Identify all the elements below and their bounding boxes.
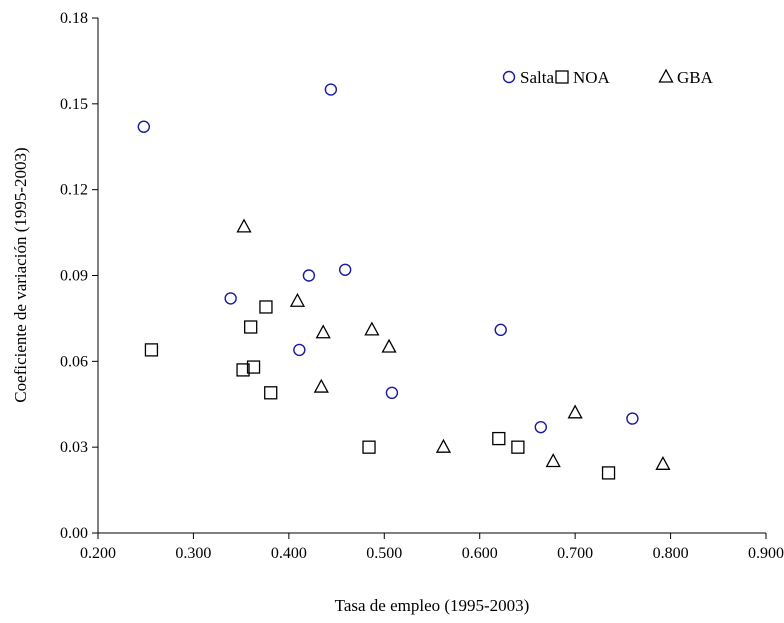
- point-gba: [545, 453, 561, 468]
- y-tick-label: 0.18: [60, 10, 88, 27]
- point-gba: [289, 292, 306, 307]
- y-tick-label: 0.15: [60, 96, 88, 113]
- y-tick-label: 0.09: [60, 268, 88, 285]
- series-noa: [144, 300, 616, 480]
- data-points: [137, 83, 671, 480]
- legend: Salta NOA GBA: [502, 68, 714, 87]
- y-axis-title: Coeficiente de variación (1995-2003): [11, 147, 30, 402]
- point-noa: [246, 360, 261, 374]
- point-salta: [224, 292, 237, 305]
- point-noa: [362, 440, 376, 454]
- y-tick-label: 0.03: [60, 439, 88, 456]
- point-gba: [364, 321, 380, 336]
- x-tick-label: 0.300: [175, 545, 211, 562]
- point-gba: [381, 338, 397, 353]
- axes: [97, 18, 766, 534]
- x-tick-label: 0.900: [748, 545, 784, 562]
- y-tick-label: 0.00: [60, 525, 88, 542]
- point-gba: [435, 438, 452, 453]
- legend-marker-salta: [502, 70, 516, 84]
- point-salta: [302, 269, 316, 282]
- series-salta: [137, 83, 639, 434]
- point-salta: [626, 412, 639, 425]
- x-tick-label: 0.600: [462, 545, 498, 562]
- legend-marker-noa: [555, 70, 569, 84]
- x-ticks: 0.200 0.300 0.400 0.500 0.600 0.700 0.800 0.900: [80, 533, 784, 562]
- x-tick-label: 0.200: [80, 545, 116, 562]
- point-noa: [511, 440, 525, 454]
- point-salta: [338, 263, 352, 276]
- point-salta: [534, 420, 547, 434]
- x-tick-label: 0.500: [366, 545, 402, 562]
- point-noa: [601, 466, 616, 480]
- y-tick-label: 0.12: [60, 182, 88, 199]
- point-gba: [236, 218, 252, 233]
- point-salta: [494, 323, 507, 337]
- series-gba: [236, 218, 671, 470]
- point-noa: [144, 343, 159, 357]
- point-gba: [315, 324, 331, 339]
- y-tick-label: 0.06: [60, 353, 88, 370]
- x-tick-label: 0.400: [271, 545, 307, 562]
- legend-label-salta: Salta: [520, 68, 554, 87]
- x-tick-label: 0.800: [653, 545, 689, 562]
- legend-label-gba: GBA: [677, 68, 714, 87]
- point-gba: [567, 404, 583, 419]
- legend-label-noa: NOA: [573, 68, 611, 87]
- point-salta: [385, 386, 399, 400]
- x-tick-label: 0.700: [557, 545, 593, 562]
- point-salta: [137, 120, 151, 133]
- legend-marker-gba: [658, 68, 674, 83]
- y-ticks: 0.00 0.03 0.06 0.09 0.12 0.15 0.18: [60, 10, 98, 542]
- point-noa: [236, 363, 250, 377]
- point-salta: [293, 343, 306, 357]
- point-gba: [655, 455, 671, 470]
- point-noa: [259, 300, 273, 314]
- point-gba: [313, 378, 329, 393]
- x-axis-title: Tasa de empleo (1995-2003): [335, 596, 530, 615]
- point-salta: [324, 83, 338, 96]
- point-noa: [264, 386, 278, 400]
- point-noa: [492, 431, 506, 446]
- point-noa: [244, 320, 258, 334]
